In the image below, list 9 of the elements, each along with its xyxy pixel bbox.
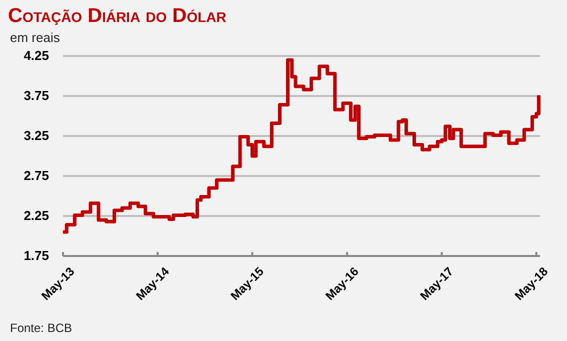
y-tick-label: 3.75 [24, 88, 49, 104]
chart-title: Cotação Diária do Dólar [8, 5, 226, 27]
y-tick-label: 3.25 [24, 128, 49, 144]
y-tick-label: 4.25 [24, 48, 49, 64]
source-note: Fonte: BCB [10, 321, 72, 335]
y-tick-label: 2.25 [24, 208, 49, 224]
y-tick-label: 1.75 [24, 248, 49, 264]
y-tick-label: 2.75 [24, 168, 49, 184]
chart-subtitle: em reais [10, 30, 60, 45]
